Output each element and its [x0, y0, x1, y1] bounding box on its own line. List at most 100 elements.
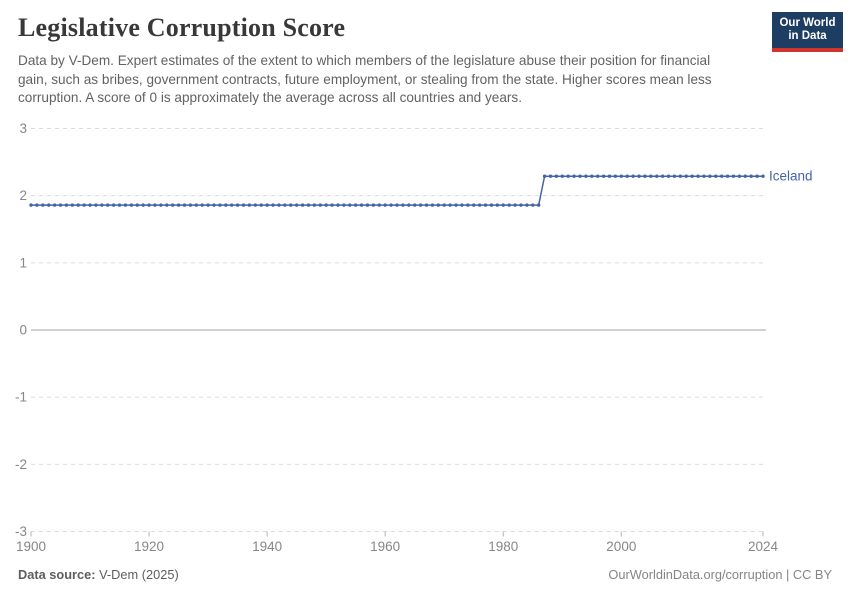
- series-point-marker[interactable]: [407, 203, 411, 207]
- series-point-marker[interactable]: [129, 203, 134, 207]
- series-point-marker[interactable]: [206, 203, 210, 207]
- series-point-marker[interactable]: [477, 203, 482, 207]
- series-point-marker[interactable]: [389, 203, 393, 207]
- series-point-marker[interactable]: [401, 203, 405, 207]
- series-point-marker[interactable]: [41, 203, 45, 207]
- series-point-marker[interactable]: [560, 174, 564, 178]
- series-point-marker[interactable]: [596, 174, 600, 178]
- series-line[interactable]: [31, 175, 763, 206]
- series-point-marker[interactable]: [141, 203, 145, 207]
- series-point-marker[interactable]: [666, 174, 671, 178]
- series-point-marker[interactable]: [300, 203, 305, 207]
- series-point-marker[interactable]: [241, 203, 246, 207]
- series-point-marker[interactable]: [489, 203, 494, 207]
- series-point-marker[interactable]: [342, 203, 346, 207]
- series-point-marker[interactable]: [725, 174, 730, 178]
- series-point-marker[interactable]: [88, 203, 92, 207]
- series-point-marker[interactable]: [690, 174, 694, 178]
- series-point-marker[interactable]: [590, 174, 594, 178]
- series-point-marker[interactable]: [436, 203, 441, 207]
- series-point-marker[interactable]: [743, 174, 747, 178]
- series-point-marker[interactable]: [637, 174, 641, 178]
- series-point-marker[interactable]: [601, 174, 606, 178]
- series-point-marker[interactable]: [106, 203, 110, 207]
- series-point-marker[interactable]: [696, 174, 700, 178]
- series-point-marker[interactable]: [572, 174, 576, 178]
- series-point-marker[interactable]: [153, 203, 157, 207]
- series-point-marker[interactable]: [82, 203, 86, 207]
- series-point-marker[interactable]: [259, 203, 263, 207]
- series-point-marker[interactable]: [613, 174, 618, 178]
- series-point-marker[interactable]: [70, 203, 75, 207]
- series-point-marker[interactable]: [731, 174, 736, 178]
- series-point-marker[interactable]: [578, 174, 582, 178]
- series-point-marker[interactable]: [336, 203, 340, 207]
- series-point-marker[interactable]: [289, 203, 293, 207]
- series-point-marker[interactable]: [513, 203, 517, 207]
- series-point-marker[interactable]: [649, 174, 653, 178]
- series-point-marker[interactable]: [182, 203, 187, 207]
- series-point-marker[interactable]: [330, 203, 334, 207]
- series-point-marker[interactable]: [117, 203, 122, 207]
- series-point-marker[interactable]: [35, 203, 39, 207]
- series-point-marker[interactable]: [377, 203, 381, 207]
- series-point-marker[interactable]: [123, 203, 128, 207]
- series-point-marker[interactable]: [353, 203, 358, 207]
- series-point-marker[interactable]: [312, 203, 317, 207]
- series-point-marker[interactable]: [519, 203, 523, 207]
- series-point-marker[interactable]: [383, 203, 387, 207]
- series-point-marker[interactable]: [761, 174, 765, 178]
- series-point-marker[interactable]: [584, 174, 588, 178]
- series-point-marker[interactable]: [359, 203, 364, 207]
- series-point-marker[interactable]: [247, 203, 252, 207]
- series-point-marker[interactable]: [466, 203, 470, 207]
- series-point-marker[interactable]: [212, 203, 216, 207]
- series-point-marker[interactable]: [454, 203, 458, 207]
- series-point-marker[interactable]: [542, 174, 547, 178]
- series-point-marker[interactable]: [371, 203, 376, 207]
- series-point-marker[interactable]: [365, 203, 370, 207]
- series-point-marker[interactable]: [702, 174, 706, 178]
- series-point-marker[interactable]: [170, 203, 175, 207]
- series-point-marker[interactable]: [472, 203, 476, 207]
- series-point-marker[interactable]: [218, 203, 222, 207]
- series-point-marker[interactable]: [418, 203, 423, 207]
- series-point-marker[interactable]: [755, 174, 759, 178]
- series-point-marker[interactable]: [413, 203, 417, 207]
- series-point-marker[interactable]: [58, 203, 63, 207]
- series-point-marker[interactable]: [135, 203, 139, 207]
- series-point-marker[interactable]: [749, 174, 753, 178]
- series-point-marker[interactable]: [306, 203, 311, 207]
- series-point-marker[interactable]: [283, 203, 287, 207]
- series-point-marker[interactable]: [235, 203, 240, 207]
- series-point-marker[interactable]: [531, 203, 535, 207]
- series-point-marker[interactable]: [159, 203, 163, 207]
- series-point-marker[interactable]: [643, 174, 647, 178]
- series-point-marker[interactable]: [501, 203, 505, 207]
- series-point-marker[interactable]: [619, 174, 624, 178]
- series-point-marker[interactable]: [625, 174, 629, 178]
- series-point-marker[interactable]: [483, 203, 488, 207]
- series-point-marker[interactable]: [507, 203, 511, 207]
- series-point-marker[interactable]: [294, 203, 299, 207]
- series-point-marker[interactable]: [460, 203, 464, 207]
- series-point-marker[interactable]: [395, 203, 399, 207]
- series-point-marker[interactable]: [442, 203, 446, 207]
- series-point-marker[interactable]: [47, 203, 51, 207]
- series-point-marker[interactable]: [430, 203, 435, 207]
- series-point-marker[interactable]: [253, 203, 258, 207]
- series-point-marker[interactable]: [318, 203, 322, 207]
- series-point-marker[interactable]: [448, 203, 452, 207]
- series-point-marker[interactable]: [200, 203, 204, 207]
- series-point-marker[interactable]: [655, 174, 659, 178]
- series-point-marker[interactable]: [424, 203, 429, 207]
- series-point-marker[interactable]: [678, 174, 683, 178]
- series-point-marker[interactable]: [176, 203, 181, 207]
- series-point-marker[interactable]: [548, 174, 553, 178]
- series-point-marker[interactable]: [525, 203, 529, 207]
- series-point-marker[interactable]: [29, 203, 33, 207]
- series-point-marker[interactable]: [94, 203, 98, 207]
- series-point-marker[interactable]: [536, 203, 541, 207]
- series-point-marker[interactable]: [348, 203, 352, 207]
